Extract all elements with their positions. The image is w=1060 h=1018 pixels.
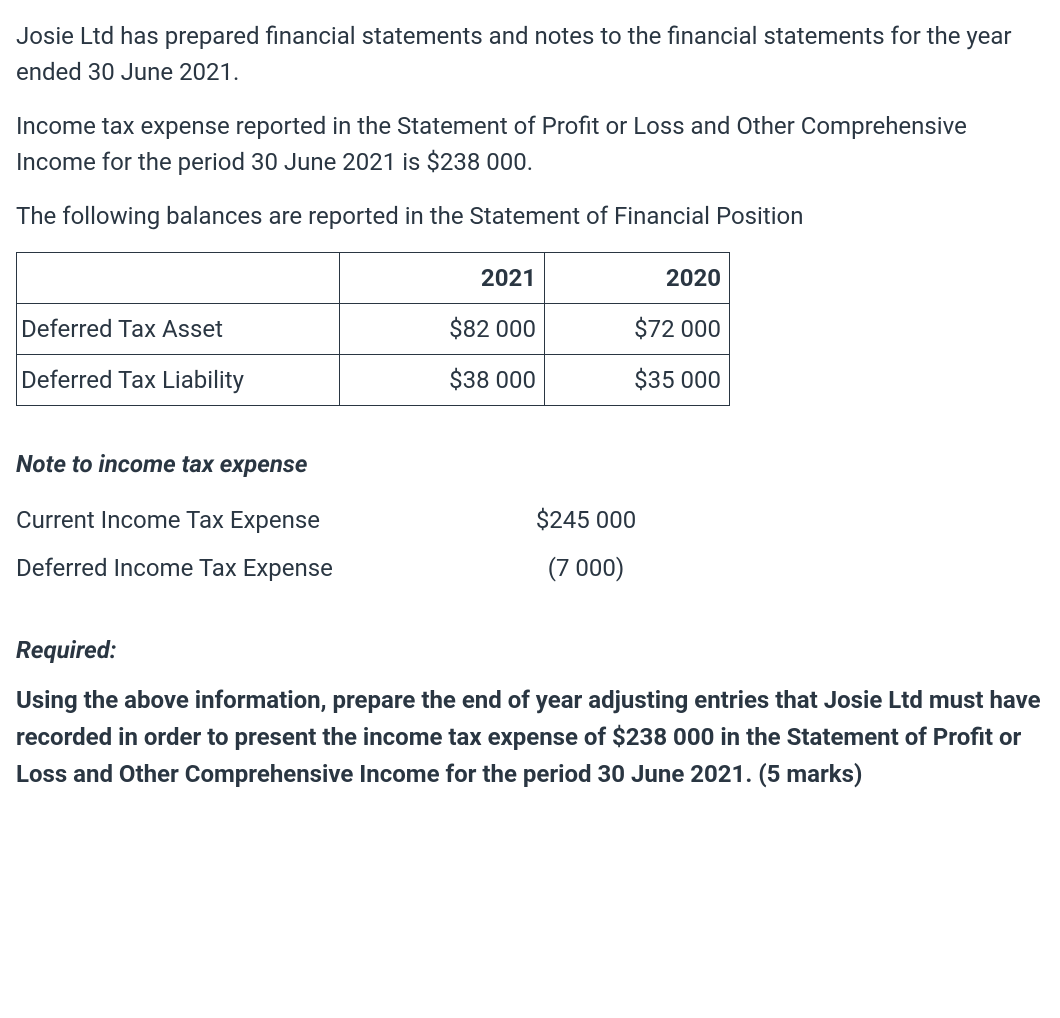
note-table: Current Income Tax Expense $245 000 Defe… [16, 496, 696, 592]
table-row: Deferred Tax Asset $82 000 $72 000 [17, 304, 730, 355]
table-row: Deferred Tax Liability $38 000 $35 000 [17, 355, 730, 406]
balance-row-2021: $82 000 [340, 304, 545, 355]
balance-row-label: Deferred Tax Liability [17, 355, 340, 406]
note-row-label: Deferred Income Tax Expense [16, 544, 476, 592]
balance-row-2021: $38 000 [340, 355, 545, 406]
note-heading: Note to income tax expense [16, 446, 1044, 482]
note-row-label: Current Income Tax Expense [16, 496, 476, 544]
table-header-2020: 2020 [545, 253, 730, 304]
balances-table: 2021 2020 Deferred Tax Asset $82 000 $72… [16, 252, 730, 406]
table-header-2021: 2021 [340, 253, 545, 304]
table-header-row: 2021 2020 [17, 253, 730, 304]
required-body: Using the above information, prepare the… [16, 682, 1044, 794]
note-row: Deferred Income Tax Expense (7 000) [16, 544, 696, 592]
balance-row-2020: $72 000 [545, 304, 730, 355]
intro-paragraph-2: Income tax expense reported in the State… [16, 108, 1044, 180]
note-row: Current Income Tax Expense $245 000 [16, 496, 696, 544]
table-header-blank [17, 253, 340, 304]
note-row-value: $245 000 [476, 496, 696, 544]
balance-row-label: Deferred Tax Asset [17, 304, 340, 355]
required-heading: Required: [16, 632, 1044, 668]
intro-paragraph-1: Josie Ltd has prepared financial stateme… [16, 18, 1044, 90]
note-row-value: (7 000) [476, 544, 696, 592]
balance-row-2020: $35 000 [545, 355, 730, 406]
intro-paragraph-3: The following balances are reported in t… [16, 198, 1044, 234]
